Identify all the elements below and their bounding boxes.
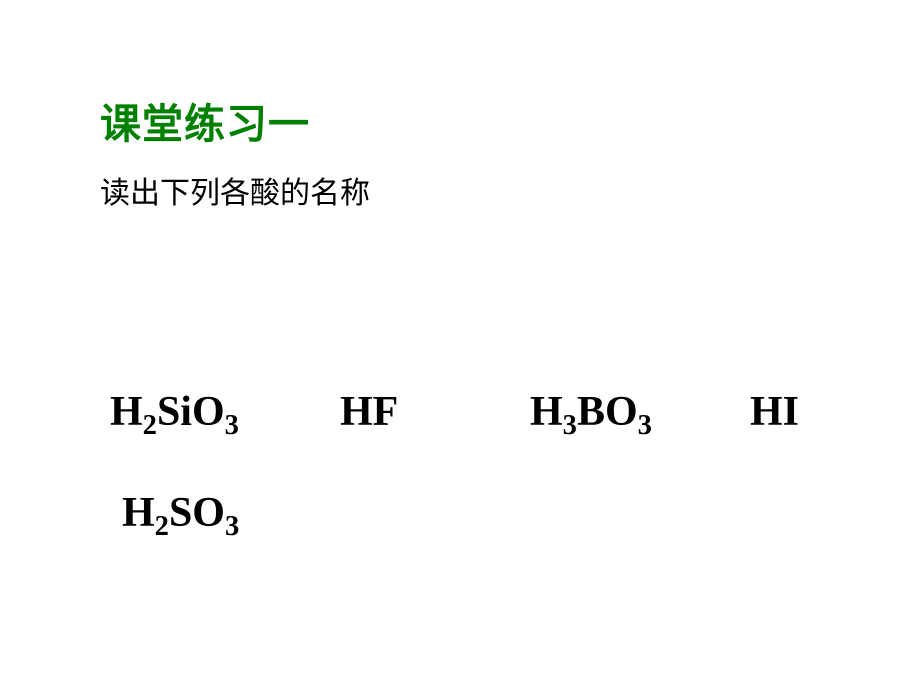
formula-hf: HF — [340, 362, 530, 463]
slide-subtitle: 读出下列各酸的名称 — [100, 168, 820, 212]
formula-h3bo3: H3BO3 — [530, 362, 750, 463]
slide-container: 课堂练习一 读出下列各酸的名称 H2SiO3 HF H3BO3 HI H2SO3 — [0, 0, 920, 690]
formula-h2so3: H2SO3 — [122, 463, 239, 564]
formula-h2sio3: H2SiO3 — [110, 362, 340, 463]
slide-title: 课堂练习一 — [100, 90, 820, 150]
formula-hi: HI — [750, 362, 799, 463]
formula-row-2: H2SO3 — [110, 463, 820, 564]
formula-row-1: H2SiO3 HF H3BO3 HI — [110, 362, 820, 463]
formula-block: H2SiO3 HF H3BO3 HI H2SO3 — [100, 362, 820, 564]
